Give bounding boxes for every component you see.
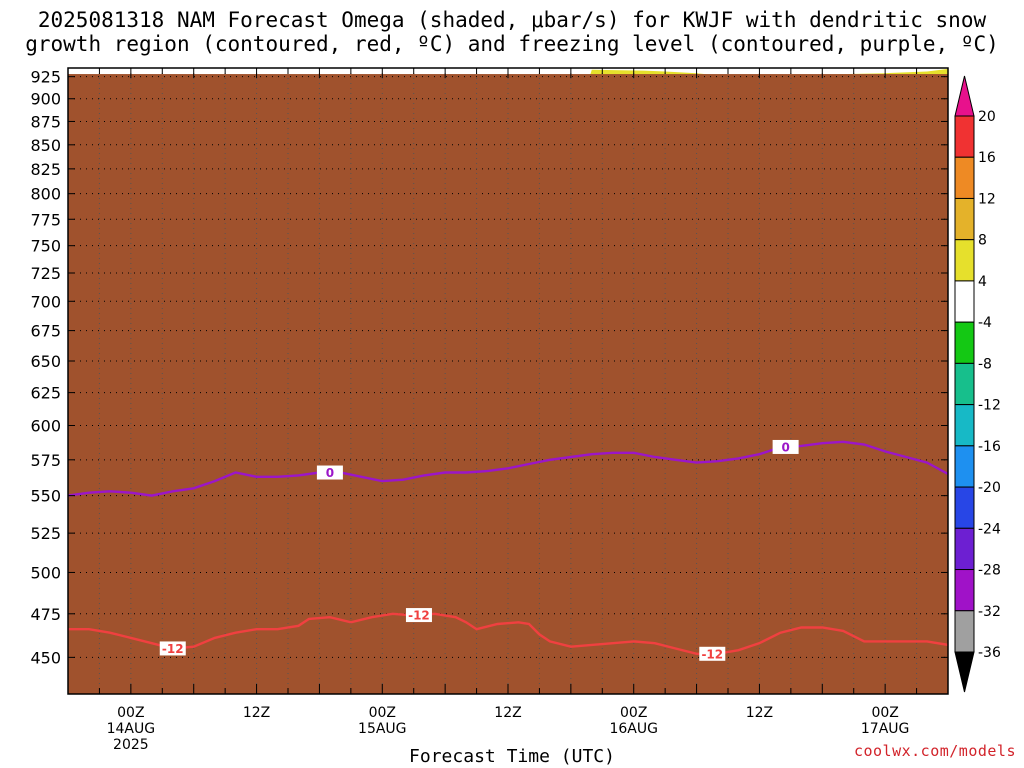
colorbar-bin-6 [954,321,975,364]
colorbar-bin-11 [954,527,975,571]
colorbar-tick-label-3: 8 [978,233,987,249]
y-tick-label-775: 775 [30,210,61,229]
contour-label-1-1: 0 [781,440,789,454]
x-tick-label-6-1: 14AUG [107,721,156,737]
colorbar-bin-9 [954,445,975,488]
colorbar-bin-13 [954,610,975,653]
colorbar-tick-label-13: -36 [978,645,1001,661]
colorbar-tick-label-9: -20 [978,480,1001,496]
x-tick-label-78-1: 17AUG [861,721,910,737]
colorbar-bin-top-triangle [954,75,975,117]
y-tick-label-925: 925 [30,68,61,87]
colorbar-tick-label-0: 20 [978,109,996,125]
colorbar-tick-label-10: -24 [978,521,1001,537]
colorbar-bin-1 [954,115,975,158]
colorbar-bin-12 [954,569,975,612]
contour-label-bg-0-1 [405,608,432,623]
y-tick-label-550: 550 [30,487,61,506]
contour-label-0-1: -12 [408,609,430,623]
y-tick-label-800: 800 [30,185,61,204]
colorbar-bin-3 [954,197,975,241]
x-tick-label-42-0: 12Z [494,705,521,721]
y-tick-label-500: 500 [30,563,61,582]
x-tick-label-6-2: 2025 [113,737,149,753]
colorbar-tick-label-5: -4 [978,315,992,331]
y-tick-label-675: 675 [30,322,61,341]
y-tick-label-450: 450 [30,648,61,667]
contour-line-0 [68,440,948,497]
y-tick-label-875: 875 [30,112,61,131]
colorbar-bin-2 [954,156,975,199]
contour-label-bg-1-0 [316,465,343,480]
contour-label-bg-0-0 [159,641,186,656]
colorbar-bin-8 [954,404,975,447]
plot-area: -12 -12 -12 0 0 [68,68,948,694]
colorbar-tick-label-6: -8 [978,356,992,372]
contour-label-1-0: 0 [326,466,334,480]
x-tick-label-78-0: 00Z [871,705,898,721]
y-tick-label-475: 475 [30,605,61,624]
x-tick-label-6-0: 00Z [117,705,144,721]
contour-label-0-0: -12 [162,642,184,656]
colorbar-bin-4 [954,239,975,282]
colorbar-tick-label-2: 12 [978,191,996,207]
x-tick-label-30-0: 00Z [369,705,396,721]
colorbar-bin-5 [954,280,975,323]
colorbar-tick-label-7: -12 [978,398,1001,414]
x-tick-label-18-0: 12Z [243,705,270,721]
x-tick-label-54-0: 00Z [620,705,647,721]
y-tick-label-600: 600 [30,417,61,436]
colorbar-tick-label-1: 16 [978,150,996,166]
y-tick-label-900: 900 [30,90,61,109]
y-tick-label-725: 725 [30,264,61,283]
chart-title-line-2: growth region (contoured, red, ºC) and f… [25,32,999,56]
contour-label-0-2: -12 [701,647,723,661]
colorbar-bin-bottom-triangle [954,651,975,693]
contour-label-bg-1-1 [772,439,799,454]
y-tick-label-850: 850 [30,136,61,155]
y-tick-label-625: 625 [30,384,61,403]
contour-line-minus12 [68,612,948,655]
y-tick-label-700: 700 [30,292,61,311]
site-credit: coolwx.com/models [853,742,1016,760]
y-tick-label-575: 575 [30,451,61,470]
x-tick-label-66-0: 12Z [746,705,773,721]
colorbar-tick-label-12: -32 [978,604,1001,620]
colorbar-bin-10 [954,486,975,529]
contour-label-bg-0-2 [699,646,726,661]
x-tick-label-54-1: 16AUG [609,721,658,737]
colorbar-bin-7 [954,362,975,406]
y-tick-label-825: 825 [30,160,61,179]
chart-title-line-1: 2025081318 NAM Forecast Omega (shaded, μ… [37,8,987,32]
x-tick-label-30-1: 15AUG [358,721,407,737]
colorbar-tick-label-4: 4 [978,274,987,290]
x-axis-label: Forecast Time (UTC) [409,746,615,767]
colorbar-tick-label-8: -16 [978,439,1001,455]
y-tick-label-750: 750 [30,237,61,256]
ground-surface [68,74,948,694]
y-tick-label-525: 525 [30,524,61,543]
colorbar-tick-label-11: -28 [978,563,1001,579]
y-tick-label-650: 650 [30,352,61,371]
